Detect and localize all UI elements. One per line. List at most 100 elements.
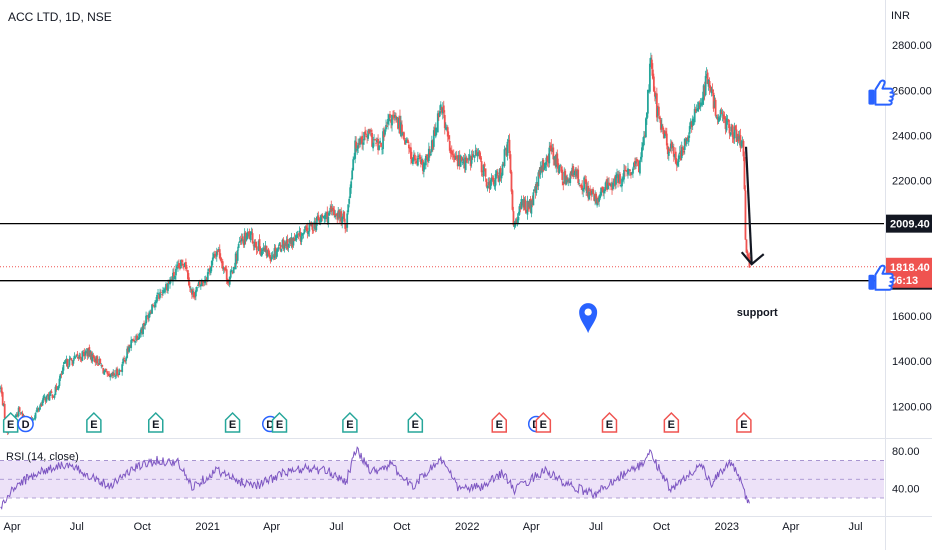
candle-body <box>425 154 428 157</box>
candle-body <box>82 351 85 353</box>
candle-body <box>128 346 131 352</box>
candle-body <box>741 140 744 144</box>
event-marker-label-6[interactable]: E <box>276 419 283 431</box>
candle-body <box>294 239 297 241</box>
candle-body <box>632 168 634 174</box>
last-price-label: 1818.40 <box>890 262 930 274</box>
candle-body <box>147 315 149 320</box>
candle-body <box>214 253 217 257</box>
candle-body <box>74 356 77 358</box>
candle-body <box>211 257 214 261</box>
candle-body <box>127 347 130 352</box>
candle-body <box>259 249 262 256</box>
candle-body <box>329 207 332 211</box>
candle-body <box>535 182 538 193</box>
candle-body <box>1 392 4 406</box>
candle-body <box>414 154 416 161</box>
candle-body <box>75 354 78 357</box>
candle-body <box>483 163 486 167</box>
candle-body <box>349 187 352 198</box>
candle-body <box>201 281 204 283</box>
candle-body <box>384 129 386 135</box>
candle-body <box>432 130 435 147</box>
event-marker-label-12[interactable]: E <box>606 419 613 431</box>
candle-body <box>382 131 384 150</box>
candle-body <box>631 172 633 174</box>
candle-body <box>664 131 667 134</box>
event-marker-label-14[interactable]: E <box>740 419 747 431</box>
candle-body <box>499 168 502 178</box>
candle-body <box>61 370 64 374</box>
rsi-title[interactable]: RSI (14, close) <box>6 451 79 463</box>
candle-body <box>440 107 443 113</box>
candle-body <box>548 147 551 164</box>
candle-body <box>317 215 320 220</box>
candle-body <box>743 156 746 190</box>
candle-body <box>72 359 75 364</box>
candle-body <box>413 154 415 159</box>
event-marker-label-11[interactable]: E <box>540 419 547 431</box>
candle-body <box>107 373 110 375</box>
candle-body <box>161 294 163 296</box>
candle-body <box>168 281 170 284</box>
candle-body <box>34 412 37 419</box>
time-tick-label-2: Oct <box>134 521 151 533</box>
candle-body <box>706 72 709 84</box>
candle-body <box>379 140 381 143</box>
candle-body <box>473 156 476 158</box>
candle-body <box>625 170 627 172</box>
candle-body <box>386 126 388 127</box>
candle-body <box>251 233 254 244</box>
candle-body <box>185 267 188 269</box>
candle-body <box>120 370 123 372</box>
candle-body <box>96 356 99 364</box>
time-tick-label-4: Apr <box>263 521 280 533</box>
candle-body <box>719 110 722 118</box>
candle-body <box>2 404 5 407</box>
candle-body <box>202 280 205 283</box>
event-marker-label-3[interactable]: E <box>152 419 159 431</box>
down-arrow-head <box>740 251 765 266</box>
candle-body <box>551 148 554 152</box>
event-marker-label-9[interactable]: E <box>496 419 503 431</box>
candle-body <box>290 237 293 245</box>
candle-body <box>14 415 17 419</box>
support-annotation[interactable]: support <box>737 307 778 319</box>
event-marker-label-13[interactable]: E <box>668 419 675 431</box>
event-marker-label-8[interactable]: E <box>412 419 419 431</box>
candle-body <box>32 419 35 421</box>
candle-body <box>547 159 550 162</box>
candle-body <box>43 396 46 398</box>
event-marker-label-4[interactable]: E <box>229 419 236 431</box>
candle-body <box>323 216 326 219</box>
candle-body <box>348 198 351 204</box>
candle-body <box>640 156 642 160</box>
candle-body <box>610 183 612 186</box>
candle-body <box>728 124 731 134</box>
candle-body <box>3 403 6 419</box>
candle-body <box>233 267 236 269</box>
candle-body <box>662 129 665 139</box>
candle-body <box>371 133 373 147</box>
candle-body <box>122 358 125 364</box>
event-marker-label-2[interactable]: E <box>90 419 97 431</box>
event-marker-label-0[interactable]: E <box>7 419 14 431</box>
event-marker-label-7[interactable]: E <box>346 419 353 431</box>
candle-body <box>630 172 632 176</box>
candle-body <box>33 417 36 419</box>
earnings-marker-7 <box>342 411 358 433</box>
event-marker-label-5[interactable]: D <box>266 419 274 431</box>
candle-body <box>188 285 191 288</box>
candle-body <box>245 236 248 241</box>
candle-body <box>340 211 343 224</box>
candle-body <box>288 238 291 243</box>
candle-body <box>716 116 719 120</box>
candle-body <box>400 122 402 137</box>
candle-body <box>179 266 181 269</box>
candle-body <box>627 168 629 175</box>
candle-body <box>634 161 636 166</box>
candle-body <box>608 182 610 186</box>
event-marker-label-1[interactable]: D <box>22 419 30 431</box>
symbol-title[interactable]: ACC LTD, 1D, NSE <box>8 10 112 24</box>
